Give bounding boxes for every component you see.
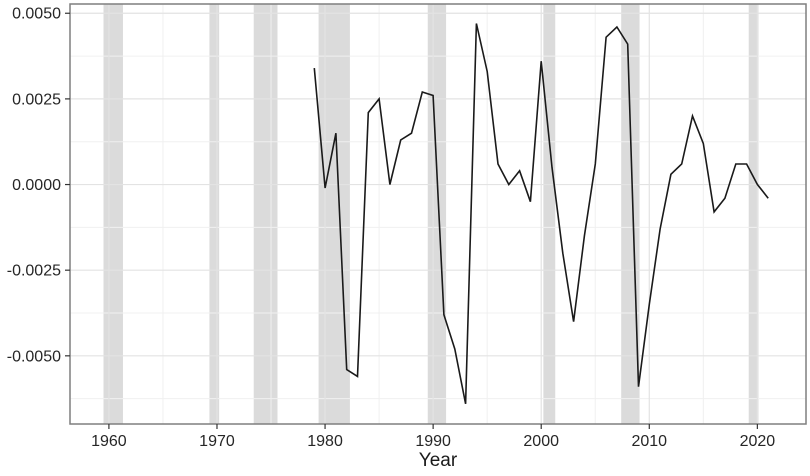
recession-band <box>253 4 278 424</box>
x-tick-label: 2010 <box>631 433 667 450</box>
recession-band <box>621 4 640 424</box>
y-tick-label: -0.0025 <box>7 263 61 280</box>
panel-border <box>69 3 807 425</box>
y-tick-label: 0.0025 <box>12 91 61 108</box>
series-line <box>313 23 769 404</box>
recession-band <box>103 4 123 424</box>
recession-band <box>748 4 759 424</box>
x-tick-label: 1960 <box>91 433 127 450</box>
x-tick-label: 2020 <box>740 433 776 450</box>
x-tick-label: 1980 <box>307 433 343 450</box>
recession-band <box>209 4 220 424</box>
y-tick-label: -0.0050 <box>7 348 61 365</box>
x-axis-title: Year <box>418 450 458 471</box>
x-tick-label: 1970 <box>199 433 235 450</box>
recession-band <box>318 4 350 424</box>
recession-band <box>543 4 556 424</box>
y-tick-label: 0.0050 <box>12 6 61 23</box>
x-tick-label: 1990 <box>415 433 451 450</box>
y-tick-label: 0.0000 <box>12 177 61 194</box>
x-tick-label: 2000 <box>523 433 559 450</box>
recession-band <box>427 4 447 424</box>
